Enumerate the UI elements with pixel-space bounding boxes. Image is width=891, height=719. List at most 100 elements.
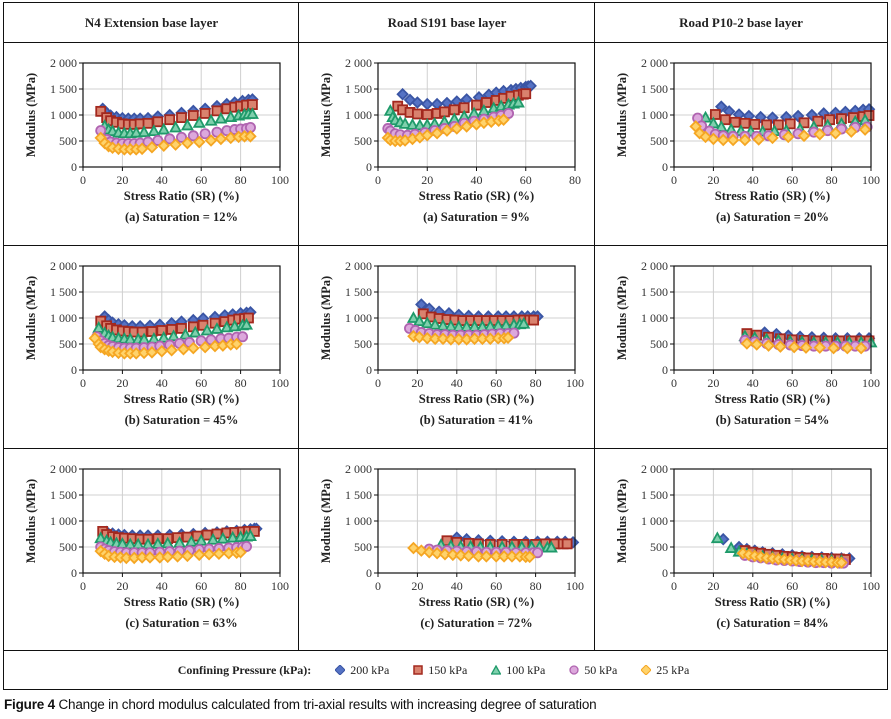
legend-label: 25 kPa [656,662,690,677]
y-axis-label: Modulus (MPa) [319,73,333,157]
y-tick-label: 1 500 [641,285,668,299]
x-tick-label: 80 [530,376,542,390]
x-tick-label: 0 [80,579,86,593]
chart-title: (a) Saturation = 9% [423,210,530,224]
data-point [436,332,450,346]
y-tick-label: 0 [71,566,77,580]
data-point [198,340,212,354]
chart-title: (c) Saturation = 84% [716,616,828,630]
legend-label: 200 kPa [350,662,390,677]
column-title: Road P10-2 base layer [679,14,803,30]
data-point [142,117,154,129]
data-point [762,339,775,352]
x-tick-label: 20 [411,376,423,390]
data-point [152,134,164,146]
data-point [835,556,848,569]
caption-text: Change in chord modulus calculated from … [54,697,597,712]
data-point [164,114,176,126]
data-point [157,139,171,152]
data-point [216,531,230,544]
data-point [716,133,730,147]
data-point [396,87,409,101]
data-point [181,549,194,563]
data-point [169,120,183,133]
data-point [181,136,194,150]
data-point [192,115,206,128]
y-tick-label: 2 000 [641,462,668,476]
y-tick-label: 500 [354,134,372,148]
y-tick-label: 500 [59,134,77,148]
x-axis-label: Stress Ratio (SR) (%) [419,189,534,203]
series-150-kpa [95,99,258,130]
data-point [234,545,247,559]
column-divider [298,3,299,650]
data-point [237,331,249,343]
data-point [241,540,253,552]
x-tick-label: 60 [195,376,207,390]
x-tick-label: 20 [116,376,128,390]
legend-title: Confining Pressure (kPa): [177,662,312,677]
chart-title: (c) Saturation = 63% [125,616,237,630]
chart-panel: 0 20 40 60 80 100 0 500 1 000 1 500 2 000 Stress Ra… [595,449,887,652]
data-point [813,341,827,354]
series-25-kpa [381,113,510,148]
data-point [214,111,228,124]
data-point [430,126,444,140]
x-tick-label: 80 [235,579,247,593]
data-point [405,118,420,130]
data-point [724,541,738,553]
series-25-kpa [407,541,536,564]
data-point [171,550,184,563]
data-point [799,341,813,354]
chart-panel: 0 20 40 60 80 0 500 1 000 1 500 2 000 Stress Ratio… [299,43,594,246]
x-tick-label: 40 [747,173,759,187]
data-point [430,546,444,560]
x-tick-label: 20 [421,173,433,187]
data-point [528,314,540,326]
chart-panel: 0 20 40 60 80 100 0 500 1 000 1 500 2 000 Stress Ra… [4,43,299,246]
data-point [750,338,764,351]
x-tick-label: 100 [566,579,584,593]
data-point [177,342,190,356]
y-tick-label: 0 [71,363,77,377]
y-axis-label: Modulus (MPa) [24,479,38,563]
data-point [787,340,801,354]
data-point [462,549,475,563]
data-point [544,540,558,553]
y-tick-label: 2 000 [50,462,77,476]
x-tick-label: 100 [271,579,289,593]
x-tick-label: 100 [862,173,880,187]
data-point [501,331,515,345]
data-point [440,124,454,137]
data-point [446,548,460,562]
data-point [188,325,202,338]
chart-panel: 0 20 40 60 80 100 0 500 1 000 1 500 2 000 Stress Ra… [299,246,594,449]
x-tick-label: 100 [271,173,289,187]
x-tick-label: 0 [375,173,381,187]
x-tick-label: 80 [235,376,247,390]
x-axis-label: Stress Ratio (SR) (%) [715,595,830,609]
data-point [220,320,234,333]
data-point [707,132,720,146]
y-tick-label: 500 [59,337,77,351]
data-point [199,108,211,119]
x-tick-label: 0 [375,376,381,390]
data-point [187,341,200,355]
diamond-marker-icon [641,665,652,675]
chart-panel: 0 20 40 60 80 100 0 500 1 000 1 500 2 000 Stress Ra… [595,43,887,246]
x-tick-label: 100 [862,579,880,593]
column-title: Road S191 base layer [387,14,507,30]
data-point [420,97,434,111]
data-point [845,125,858,138]
data-point [421,109,433,120]
x-tick-label: 20 [411,579,423,593]
y-axis-label: Modulus (MPa) [319,276,333,360]
y-tick-label: 500 [354,337,372,351]
x-tick-label: 20 [707,173,719,187]
data-point [411,96,424,109]
data-point [773,119,784,131]
y-tick-label: 1 000 [641,311,668,325]
